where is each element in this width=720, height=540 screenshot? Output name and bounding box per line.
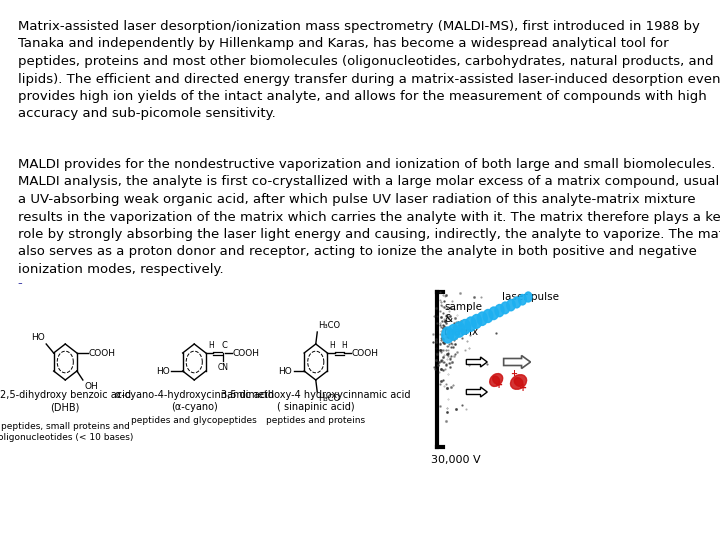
Text: +: + xyxy=(510,368,517,377)
Circle shape xyxy=(477,312,487,326)
Circle shape xyxy=(442,327,454,343)
Text: (α-cyano): (α-cyano) xyxy=(171,402,217,412)
Circle shape xyxy=(489,307,498,320)
Text: α-cyano-4-hydroxycinnamic acid: α-cyano-4-hydroxycinnamic acid xyxy=(114,390,274,400)
Text: HO: HO xyxy=(156,367,170,375)
Text: HO: HO xyxy=(31,333,45,342)
Text: 30,000 V: 30,000 V xyxy=(431,455,480,465)
Text: peptides, small proteins and
oligonucleotides (< 10 bases): peptides, small proteins and oligonucleo… xyxy=(0,422,133,442)
Circle shape xyxy=(459,320,470,334)
Ellipse shape xyxy=(514,377,523,386)
Text: COOH: COOH xyxy=(352,348,379,357)
Circle shape xyxy=(448,325,459,340)
Text: peptides and proteins: peptides and proteins xyxy=(266,416,365,425)
Circle shape xyxy=(507,300,516,311)
Text: laser pulse: laser pulse xyxy=(502,292,559,302)
Text: Matrix-assisted laser desorption/ionization mass spectrometry (MALDI-MS), first : Matrix-assisted laser desorption/ionizat… xyxy=(17,20,720,120)
Text: ( sinapinic acid): ( sinapinic acid) xyxy=(277,402,354,412)
Text: +: + xyxy=(519,383,527,393)
Ellipse shape xyxy=(490,374,503,387)
Ellipse shape xyxy=(492,376,500,384)
Text: -: - xyxy=(17,277,22,290)
Polygon shape xyxy=(467,357,487,367)
Text: H: H xyxy=(341,341,346,350)
Text: HO: HO xyxy=(279,367,292,375)
Polygon shape xyxy=(504,355,531,368)
Text: C: C xyxy=(222,341,228,350)
Text: CN: CN xyxy=(217,363,228,372)
Text: (DHB): (DHB) xyxy=(50,402,80,412)
Text: H₃CO: H₃CO xyxy=(318,321,340,330)
Text: H: H xyxy=(330,341,336,350)
Circle shape xyxy=(472,314,482,328)
Circle shape xyxy=(501,302,510,314)
Text: COOH: COOH xyxy=(89,348,116,357)
Circle shape xyxy=(483,309,492,322)
Text: +: + xyxy=(495,380,503,390)
Ellipse shape xyxy=(510,375,526,389)
Text: OH: OH xyxy=(84,382,98,391)
Polygon shape xyxy=(467,387,487,397)
Text: 2,5-dihydroxy benzoic acid: 2,5-dihydroxy benzoic acid xyxy=(0,390,131,400)
Text: COOH: COOH xyxy=(233,348,260,357)
Circle shape xyxy=(465,317,476,331)
Text: 3,5 dimethoxy-4 hydroxycinnamic acid: 3,5 dimethoxy-4 hydroxycinnamic acid xyxy=(221,390,410,400)
Text: H: H xyxy=(208,341,214,350)
Circle shape xyxy=(454,322,465,337)
Text: H₃CO: H₃CO xyxy=(318,394,340,403)
Circle shape xyxy=(518,294,526,305)
Circle shape xyxy=(513,297,521,308)
Circle shape xyxy=(495,305,504,316)
Text: sample
&
matrix: sample & matrix xyxy=(444,302,482,337)
Text: MALDI provides for the nondestructive vaporization and ionization of both large : MALDI provides for the nondestructive va… xyxy=(17,158,720,276)
Text: peptides and glycopeptides: peptides and glycopeptides xyxy=(131,416,257,425)
Circle shape xyxy=(525,292,532,302)
